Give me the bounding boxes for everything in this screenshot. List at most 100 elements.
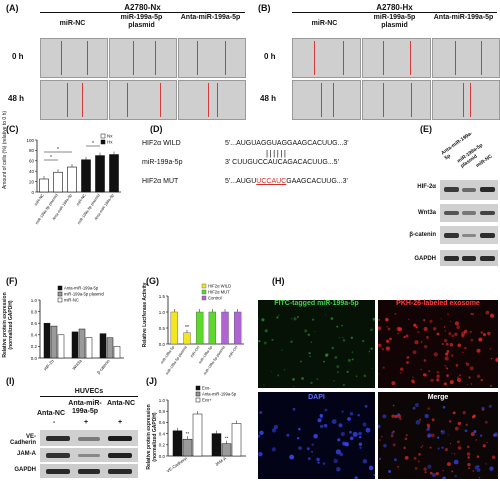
fluorescence-dot bbox=[412, 376, 414, 378]
fluorescence-dot bbox=[370, 328, 373, 332]
bar bbox=[53, 171, 63, 193]
fluorescence-dot bbox=[466, 452, 471, 456]
fluorescence-dot bbox=[480, 331, 483, 334]
x-tick-label: JAM-A bbox=[214, 456, 227, 467]
fluorescence-dot bbox=[344, 442, 349, 447]
fluorescence-dot bbox=[389, 337, 392, 341]
legend-swatch bbox=[100, 133, 106, 139]
fluorescence-dot bbox=[358, 435, 362, 439]
dapi-label: DAPI bbox=[308, 394, 325, 401]
legend-swatch bbox=[57, 285, 63, 291]
fluorescence-dot bbox=[273, 424, 279, 430]
blot-band bbox=[462, 256, 476, 261]
fluorescence-dot bbox=[313, 433, 318, 439]
fluorescence-dot bbox=[436, 374, 440, 378]
blot-e-label-2: Wnt3a bbox=[418, 210, 436, 216]
fluorescence-dot bbox=[393, 458, 397, 462]
fluorescence-dot bbox=[354, 476, 358, 479]
bar bbox=[192, 413, 203, 457]
fluorescence-dot bbox=[331, 346, 335, 350]
panel-a-col-3: Anta-miR-199a-5p bbox=[180, 14, 241, 21]
fluorescence-dot bbox=[350, 336, 354, 339]
fluorescence-dot bbox=[349, 436, 354, 441]
blot-e-bcatenin bbox=[440, 226, 498, 244]
fluorescence-dot bbox=[387, 327, 391, 331]
blot-i-label-1: VE-Cadherin bbox=[9, 434, 36, 446]
fluorescence-dot bbox=[342, 337, 344, 339]
bar bbox=[170, 311, 179, 345]
blot-band bbox=[462, 234, 476, 237]
fluorescence-dot bbox=[412, 350, 417, 355]
fluorescence-dot bbox=[477, 465, 480, 468]
fluorescence-dot bbox=[430, 433, 435, 438]
fluorescence-dot bbox=[489, 466, 494, 471]
fluorescence-dot bbox=[363, 374, 367, 378]
fluorescence-dot bbox=[417, 331, 420, 334]
fluorescence-dot bbox=[443, 382, 447, 386]
blot-e-label-4: GAPDH bbox=[414, 256, 436, 262]
fluorescence-dot bbox=[336, 365, 340, 369]
scratch-image-a-anta-48h bbox=[178, 80, 246, 120]
fluorescence-dot bbox=[284, 369, 286, 371]
fluorescence-dot bbox=[444, 447, 448, 452]
fluorescence-dot bbox=[258, 434, 261, 438]
fluorescence-dot bbox=[445, 352, 449, 356]
blot-band bbox=[46, 436, 70, 441]
y-tick-label: 0.8 bbox=[159, 409, 166, 414]
blot-i-label-2: JAM-A bbox=[17, 451, 36, 457]
fluorescence-dot bbox=[378, 319, 381, 321]
blot-band bbox=[444, 233, 459, 238]
fluorescence-dot bbox=[379, 439, 381, 441]
fluorescence-dot bbox=[417, 460, 420, 463]
fluorescence-dot bbox=[338, 423, 343, 428]
fluorescence-dot bbox=[403, 335, 406, 339]
y-tick-label: 1.0 bbox=[159, 398, 166, 403]
fluorescence-dot bbox=[413, 323, 417, 327]
blot-band bbox=[108, 453, 132, 458]
fluorescence-dot bbox=[426, 336, 429, 339]
seq-row-label-2: miR-199a-5p bbox=[142, 159, 183, 166]
fluorescence-dot bbox=[278, 314, 280, 316]
fluorescence-dot bbox=[451, 470, 454, 473]
fluorescence-dot bbox=[397, 332, 400, 335]
fluorescence-dot bbox=[466, 384, 468, 386]
blot-band bbox=[462, 188, 476, 192]
fluorescence-dot bbox=[489, 384, 493, 387]
fluorescence-dot bbox=[449, 343, 454, 347]
fitc-label: FITC-tagged miR-199a-5p bbox=[274, 300, 359, 307]
fluorescence-dot bbox=[428, 370, 431, 373]
fluorescence-dot bbox=[386, 326, 388, 328]
fluorescence-dot bbox=[336, 467, 341, 472]
fluorescence-dot bbox=[447, 462, 451, 466]
panel-label-c: (C) bbox=[6, 124, 19, 134]
fluorescence-dot bbox=[414, 466, 418, 470]
fluorescence-dot bbox=[259, 411, 263, 414]
fluorescence-dot bbox=[452, 411, 456, 415]
y-tick-label: 0 bbox=[31, 190, 34, 195]
fluorescence-dot bbox=[264, 329, 268, 333]
fluorescence-dot bbox=[390, 434, 394, 438]
legend-label: miR-199a-5p plasmid bbox=[64, 292, 104, 297]
legend-swatch bbox=[201, 283, 207, 289]
fluorescence-dot bbox=[405, 334, 409, 338]
panel-i-col-3: Anta-NC bbox=[107, 400, 135, 407]
fluorescence-dot bbox=[423, 326, 428, 332]
fluorescence-dot bbox=[412, 406, 416, 410]
fluorescence-dot bbox=[424, 471, 427, 474]
fluorescence-dot bbox=[378, 343, 382, 348]
fluorescence-dot bbox=[299, 360, 302, 363]
panel-label-b: (B) bbox=[258, 3, 271, 13]
blot-band bbox=[78, 437, 100, 441]
legend-label: Exo+ bbox=[202, 398, 212, 403]
fluorescence-dot bbox=[263, 341, 267, 345]
legend-label: Exo- bbox=[202, 386, 211, 391]
fluorescence-dot bbox=[448, 332, 452, 336]
fluorescence-dot bbox=[451, 354, 454, 357]
blot-e-hif2a bbox=[440, 180, 498, 200]
fluorescence-dot bbox=[293, 317, 297, 321]
legend-label: Nx bbox=[107, 134, 113, 139]
x-tick-label: Wnt3a bbox=[71, 358, 83, 371]
scratch-image-a-nc-0h bbox=[40, 38, 108, 78]
fluorescence-dot bbox=[444, 365, 446, 367]
legend-swatch bbox=[57, 297, 63, 303]
